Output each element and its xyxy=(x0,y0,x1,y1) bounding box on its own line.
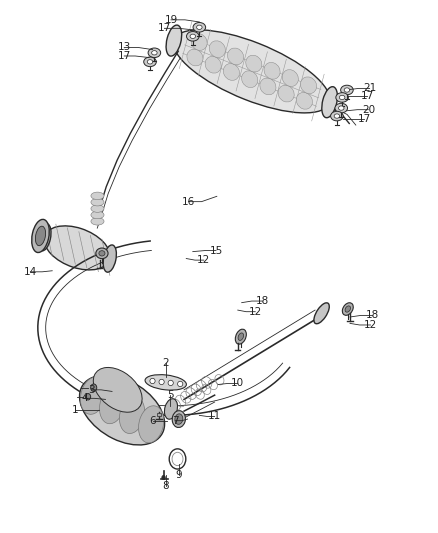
Text: 8: 8 xyxy=(162,481,169,490)
Ellipse shape xyxy=(44,226,110,270)
Text: 15: 15 xyxy=(209,246,223,255)
Text: 12: 12 xyxy=(197,255,210,265)
Text: 6: 6 xyxy=(149,416,156,426)
Ellipse shape xyxy=(336,93,348,102)
Ellipse shape xyxy=(282,70,298,86)
Text: 9: 9 xyxy=(176,470,182,480)
Ellipse shape xyxy=(147,60,153,64)
Ellipse shape xyxy=(91,211,104,219)
Ellipse shape xyxy=(91,217,104,225)
Ellipse shape xyxy=(177,381,183,386)
Ellipse shape xyxy=(80,375,165,445)
Text: 17: 17 xyxy=(158,23,171,34)
Ellipse shape xyxy=(162,475,165,480)
Ellipse shape xyxy=(193,22,205,32)
Ellipse shape xyxy=(96,248,108,259)
Ellipse shape xyxy=(190,34,195,38)
Text: 17: 17 xyxy=(358,114,371,124)
Ellipse shape xyxy=(175,414,183,424)
Ellipse shape xyxy=(85,393,91,400)
Ellipse shape xyxy=(120,397,145,433)
Ellipse shape xyxy=(238,333,244,341)
Ellipse shape xyxy=(339,106,344,110)
Polygon shape xyxy=(156,413,161,416)
Ellipse shape xyxy=(191,34,207,50)
Ellipse shape xyxy=(159,379,164,385)
Text: 7: 7 xyxy=(172,416,179,426)
Ellipse shape xyxy=(209,41,226,58)
Text: 13: 13 xyxy=(118,43,131,52)
Ellipse shape xyxy=(166,25,182,56)
Text: 11: 11 xyxy=(208,411,221,422)
Ellipse shape xyxy=(91,198,104,206)
Ellipse shape xyxy=(341,85,353,95)
Ellipse shape xyxy=(38,224,51,251)
Text: 10: 10 xyxy=(231,378,244,389)
Ellipse shape xyxy=(260,78,276,95)
Ellipse shape xyxy=(339,95,345,100)
Text: 4: 4 xyxy=(81,393,88,403)
Ellipse shape xyxy=(300,77,317,94)
Ellipse shape xyxy=(223,63,240,80)
Ellipse shape xyxy=(334,114,339,118)
Ellipse shape xyxy=(145,375,187,390)
Text: 20: 20 xyxy=(362,104,375,115)
Ellipse shape xyxy=(148,48,161,58)
Ellipse shape xyxy=(173,30,330,113)
Ellipse shape xyxy=(331,111,343,121)
Ellipse shape xyxy=(144,57,156,67)
Text: 18: 18 xyxy=(256,296,269,306)
Text: 5: 5 xyxy=(167,390,173,400)
Ellipse shape xyxy=(246,55,262,72)
Ellipse shape xyxy=(205,56,221,73)
Ellipse shape xyxy=(150,378,155,384)
Ellipse shape xyxy=(344,88,350,92)
Ellipse shape xyxy=(91,384,97,391)
Text: 21: 21 xyxy=(363,83,376,93)
Ellipse shape xyxy=(314,303,329,324)
Ellipse shape xyxy=(343,303,353,316)
Ellipse shape xyxy=(138,406,164,443)
Text: 3: 3 xyxy=(88,385,95,395)
Ellipse shape xyxy=(264,62,280,79)
Ellipse shape xyxy=(235,329,246,344)
Ellipse shape xyxy=(187,31,199,41)
Ellipse shape xyxy=(297,92,312,109)
Ellipse shape xyxy=(227,48,244,65)
Ellipse shape xyxy=(197,25,202,29)
Ellipse shape xyxy=(242,71,258,87)
Text: 17: 17 xyxy=(118,51,131,61)
Ellipse shape xyxy=(81,377,106,414)
Text: 17: 17 xyxy=(361,91,374,101)
Ellipse shape xyxy=(187,49,203,66)
Ellipse shape xyxy=(35,226,46,246)
Text: 16: 16 xyxy=(182,197,195,207)
Ellipse shape xyxy=(322,87,337,118)
Text: 14: 14 xyxy=(24,267,37,277)
Ellipse shape xyxy=(91,205,104,212)
Ellipse shape xyxy=(345,306,350,312)
Ellipse shape xyxy=(93,367,142,412)
Ellipse shape xyxy=(172,410,185,427)
Text: 18: 18 xyxy=(366,310,379,320)
Text: 12: 12 xyxy=(364,320,377,330)
Ellipse shape xyxy=(152,51,157,55)
Ellipse shape xyxy=(278,85,294,102)
Ellipse shape xyxy=(164,399,177,419)
Ellipse shape xyxy=(32,220,49,253)
Ellipse shape xyxy=(99,386,125,424)
Ellipse shape xyxy=(335,103,347,113)
Ellipse shape xyxy=(99,251,105,256)
Text: 12: 12 xyxy=(249,306,262,317)
Ellipse shape xyxy=(103,245,117,272)
Text: 2: 2 xyxy=(162,358,169,368)
Ellipse shape xyxy=(91,192,104,199)
Ellipse shape xyxy=(168,380,173,385)
Text: 19: 19 xyxy=(164,15,177,25)
Text: 1: 1 xyxy=(71,405,78,415)
